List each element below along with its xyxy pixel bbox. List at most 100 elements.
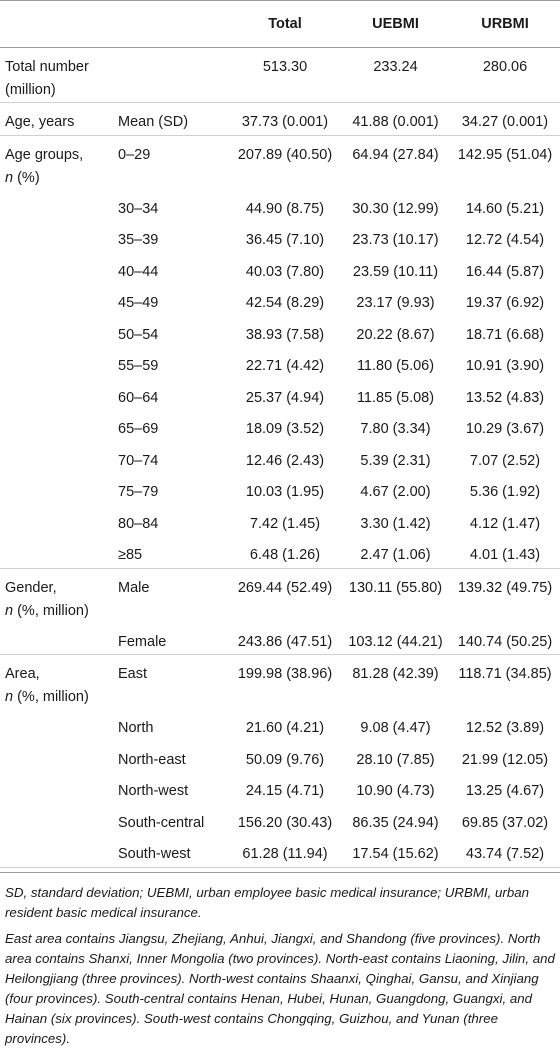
- cell-uebmi: 10.90 (4.73): [356, 783, 435, 799]
- cell-urbmi: 18.71 (6.68): [465, 326, 545, 343]
- table-row: Age, years Mean (SD) 37.73 (0.001) 41.88 (0…: [0, 102, 560, 136]
- cell-urbmi: 118.71 (34.85): [458, 666, 552, 682]
- header-urbmi: URBMI: [450, 0, 560, 48]
- cell-uebmi: 86.35 (24.94): [352, 814, 439, 831]
- cell-total: 243.86 (47.51): [229, 622, 341, 655]
- cell-uebmi: 64.94 (27.84): [352, 146, 439, 163]
- table-row: Area, n (%, million) East 199.98 (38.96) 81.…: [0, 655, 560, 710]
- cell-total: 7.42 (1.45): [249, 515, 321, 532]
- row-sub-label: ≥85: [113, 536, 229, 569]
- row-group-label: Age, years: [0, 102, 113, 136]
- cell-total: 22.71 (4.42): [245, 358, 325, 374]
- cell-uebmi: 9.08 (4.47): [360, 720, 431, 736]
- cell-uebmi: 5.39 (2.31): [360, 452, 431, 469]
- header-row: Total UEBMI URBMI: [0, 0, 560, 48]
- cell-total: 38.93 (7.58): [245, 326, 325, 343]
- row-group-label: [0, 741, 113, 773]
- row-sub-label: South-central: [118, 814, 205, 831]
- table-row: ≥85 6.48 (1.26) 2.47 (1.06) 4.01 (1.43): [0, 536, 560, 569]
- row-group-label: [0, 253, 113, 285]
- row-sub-label: 35–39: [118, 232, 159, 248]
- cell-urbmi: 140.74 (50.25): [450, 622, 560, 655]
- cell-total: 199.98 (38.96): [237, 666, 333, 682]
- cell-uebmi: 11.85 (5.08): [356, 389, 435, 406]
- row-group-label: [0, 316, 113, 348]
- row-sub-label: 70–74: [118, 452, 159, 469]
- cell-uebmi: 28.10 (7.85): [356, 751, 435, 768]
- cell-urbmi: 4.01 (1.43): [450, 536, 560, 569]
- cell-urbmi: 13.25 (4.67): [465, 783, 545, 799]
- row-sub-label: South-west: [113, 835, 229, 868]
- cell-urbmi: 43.74 (7.52): [450, 835, 560, 868]
- row-sub-label: Mean (SD): [113, 102, 229, 136]
- cell-uebmi: 30.30 (12.99): [352, 200, 439, 217]
- row-sub-label: 60–64: [118, 389, 159, 406]
- row-sub-label: North-west: [118, 783, 189, 799]
- cell-uebmi: 20.22 (8.67): [356, 326, 435, 343]
- header-total: Total: [229, 0, 341, 48]
- group-label-tail: (%, million): [13, 602, 89, 619]
- row-sub-label: North-east: [118, 751, 186, 768]
- row-sub-label: 50–54: [118, 326, 159, 343]
- row-sub-label: 65–69: [118, 421, 159, 437]
- row-group-label: [0, 347, 113, 379]
- row-group-label: [0, 804, 113, 836]
- cell-uebmi: 23.59 (10.11): [352, 263, 439, 280]
- group-label-tail: (%, million): [13, 689, 89, 705]
- row-group-label: Area, n (%, million): [0, 655, 113, 710]
- table-row: North-east 50.09 (9.76) 28.10 (7.85) 21.99 …: [0, 741, 560, 773]
- table-footnotes: SD, standard deviation; UEBMI, urban emp…: [0, 871, 560, 1049]
- cell-total: 36.45 (7.10): [245, 232, 325, 248]
- cell-urbmi: 280.06: [450, 47, 560, 103]
- row-group-label: Age groups, n (%): [0, 135, 113, 190]
- cell-total: 269.44 (52.49): [237, 579, 333, 596]
- cell-urbmi: 13.52 (4.83): [465, 389, 545, 406]
- row-group-label: Total number (million): [0, 47, 113, 103]
- table-row: 75–79 10.03 (1.95) 4.67 (2.00) 5.36 (1.92): [0, 473, 560, 505]
- cell-urbmi: 19.37 (6.92): [465, 295, 545, 311]
- group-label-n: n: [5, 689, 14, 705]
- cell-urbmi: 4.12 (1.47): [469, 515, 541, 532]
- row-group-label: [0, 221, 113, 253]
- table-row: South-west 61.28 (11.94) 17.54 (15.62) 43.7…: [0, 835, 560, 868]
- table-row: 30–34 44.90 (8.75) 30.30 (12.99) 14.60 (5.2…: [0, 190, 560, 222]
- row-group-label: [0, 709, 113, 741]
- row-sub-label: Female: [113, 622, 229, 655]
- header-blank-2: [113, 0, 229, 48]
- cell-total: 207.89 (40.50): [237, 146, 333, 163]
- row-group-label: [0, 473, 113, 505]
- header-uebmi: UEBMI: [341, 0, 450, 48]
- table-body: Total number (million) 513.30 233.24 280.06…: [0, 47, 560, 868]
- group-label-tail: (%): [13, 169, 40, 186]
- table-row: 70–74 12.46 (2.43) 5.39 (2.31) 7.07 (2.52): [0, 442, 560, 474]
- cell-uebmi: 81.28 (42.39): [352, 666, 439, 682]
- cell-uebmi: 11.80 (5.06): [356, 358, 435, 374]
- cell-total: 44.90 (8.75): [245, 200, 325, 217]
- table-row: 40–44 40.03 (7.80) 23.59 (10.11) 16.44 (5.8…: [0, 253, 560, 285]
- cell-total: 50.09 (9.76): [245, 751, 325, 768]
- cell-uebmi: 3.30 (1.42): [360, 515, 431, 532]
- table-row: South-central 156.20 (30.43) 86.35 (24.94)…: [0, 804, 560, 836]
- group-label-text: Gender,: [5, 579, 57, 596]
- group-label-text: Area,: [5, 666, 40, 682]
- cell-total: 61.28 (11.94): [229, 835, 341, 868]
- table-row: Total number (million) 513.30 233.24 280.06: [0, 47, 560, 103]
- header-blank-1: [0, 0, 113, 48]
- cell-uebmi: 233.24: [341, 47, 450, 103]
- row-group-label: [0, 772, 113, 804]
- row-sub-label: 55–59: [118, 358, 159, 374]
- cell-total: 156.20 (30.43): [237, 814, 333, 831]
- cell-urbmi: 12.72 (4.54): [465, 232, 545, 248]
- row-sub-label: 75–79: [118, 484, 159, 500]
- footnote-abbreviations: SD, standard deviation; UEBMI, urban emp…: [5, 884, 529, 920]
- cell-total: 37.73 (0.001): [229, 102, 341, 136]
- cell-uebmi: 2.47 (1.06): [341, 536, 450, 569]
- row-group-label: [0, 190, 113, 222]
- cell-urbmi: 69.85 (37.02): [461, 814, 549, 831]
- table-row: North-west 24.15 (4.71) 10.90 (4.73) 13.25 …: [0, 772, 560, 804]
- row-group-label: [0, 442, 113, 474]
- row-sub-label: East: [118, 666, 148, 682]
- cell-urbmi: 5.36 (1.92): [469, 484, 541, 500]
- row-sub-label: 40–44: [118, 263, 159, 280]
- group-label-n: n: [5, 602, 14, 619]
